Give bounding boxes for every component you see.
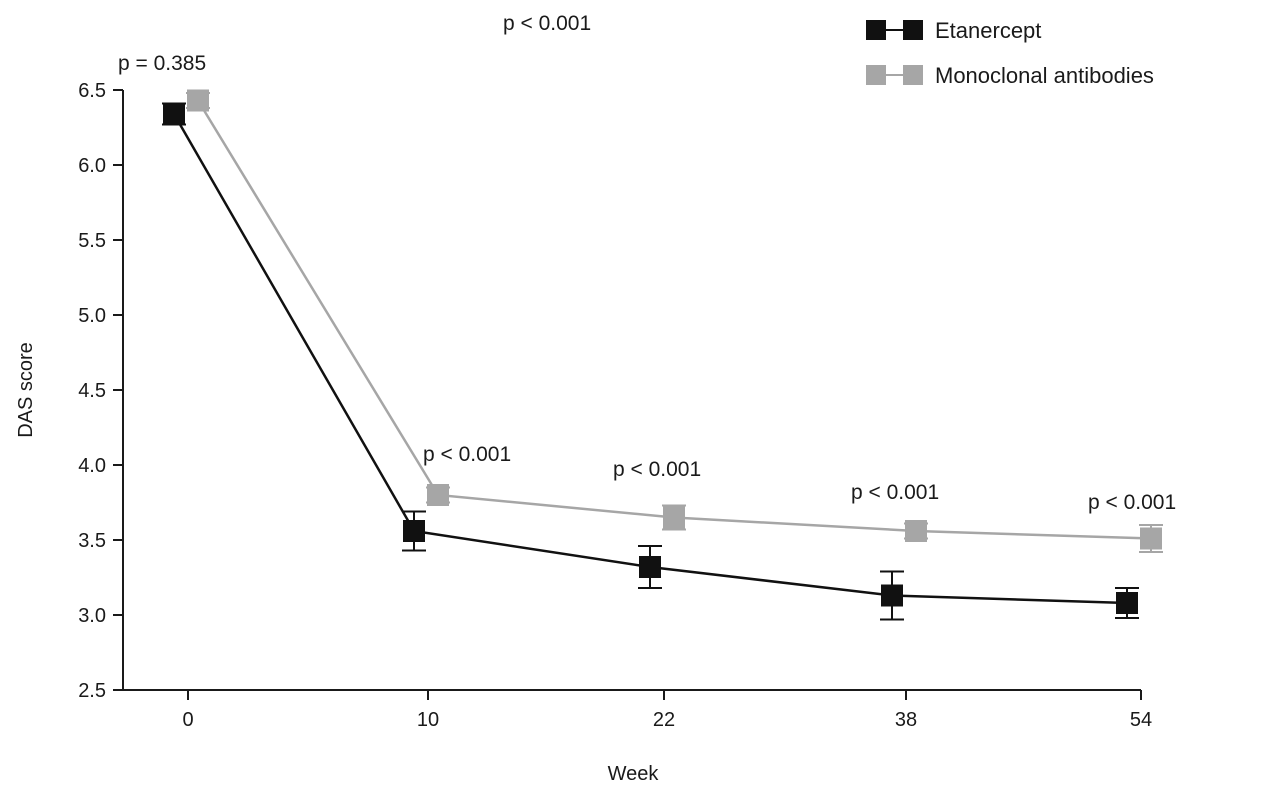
y-tick-label-8: 6.5 <box>78 80 106 102</box>
y-tick-label-5: 5.0 <box>78 305 106 327</box>
y-tick-label-2: 3.5 <box>78 530 106 552</box>
series-layer <box>162 89 1163 621</box>
series-1-point-3 <box>905 520 927 542</box>
series-1-point-4 <box>1140 527 1162 550</box>
y-tick-label-4: 4.5 <box>78 380 106 402</box>
y-tick-label-7: 6.0 <box>78 155 106 177</box>
x-axis-title: Week <box>608 763 660 785</box>
annotation-p-week0: p = 0.385 <box>118 52 206 75</box>
series-0-point-1 <box>403 520 425 542</box>
series-1 <box>186 89 1163 553</box>
y-tick-label-0: 2.5 <box>78 680 106 702</box>
x-tick-label-2: 22 <box>653 709 675 731</box>
y-axis-title: DAS score <box>15 342 37 438</box>
series-0-line <box>172 113 1128 605</box>
x-tick-label-0: 0 <box>182 709 193 731</box>
series-0-point-3 <box>881 584 903 607</box>
series-0 <box>162 102 1139 621</box>
annotation-p-week38: p < 0.001 <box>851 481 939 504</box>
x-ticks: 0 10 22 38 54 <box>182 690 1152 731</box>
legend-label-monoclonal: Monoclonal antibodies <box>935 63 1154 88</box>
legend-swatch-etanercept <box>866 20 923 40</box>
annotation-p-week54: p < 0.001 <box>1088 491 1176 514</box>
legend-label-etanercept: Etanercept <box>935 18 1041 43</box>
legend-swatch-monoclonal <box>866 65 923 85</box>
x-tick-label-4: 54 <box>1130 709 1152 731</box>
annotation-p-week10: p < 0.001 <box>423 443 511 466</box>
y-tick-label-6: 5.5 <box>78 230 106 252</box>
series-1-point-2 <box>663 506 685 529</box>
y-ticks: 2.5 3.0 3.5 4.0 4.5 5.0 5.5 6.0 6.5 <box>78 80 123 702</box>
x-tick-label-3: 38 <box>895 709 917 731</box>
y-tick-label-1: 3.0 <box>78 605 106 627</box>
series-0-point-0 <box>163 103 185 125</box>
series-1-point-0 <box>187 89 209 112</box>
series-1-point-1 <box>427 484 449 506</box>
annotation-p-week22: p < 0.001 <box>613 458 701 481</box>
annotation-p-top: p < 0.001 <box>503 12 591 35</box>
y-tick-label-3: 4.0 <box>78 455 106 477</box>
legend: Etanercept Monoclonal antibodies <box>866 18 1154 88</box>
series-0-point-4 <box>1116 592 1138 614</box>
x-tick-label-1: 10 <box>417 709 439 731</box>
series-0-point-2 <box>639 556 661 578</box>
